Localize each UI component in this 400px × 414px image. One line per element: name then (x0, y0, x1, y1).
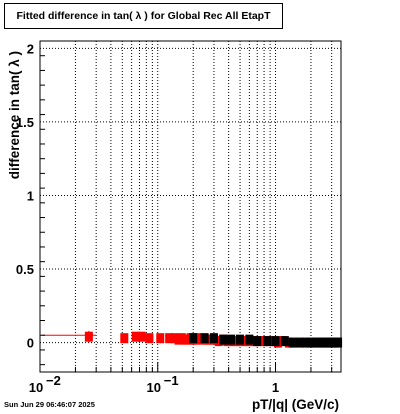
grid (39, 41, 341, 372)
data-point (194, 333, 203, 344)
data-point (263, 336, 272, 347)
data-point (145, 333, 154, 344)
data-point (200, 333, 209, 344)
data-point (236, 334, 245, 345)
chart-title: Fitted difference in tan( λ ) for Global… (4, 3, 283, 29)
data-point (245, 334, 254, 345)
data-point (311, 337, 320, 348)
data-point (316, 337, 325, 348)
data-point (131, 331, 140, 342)
timestamp: Sun Jun 29 06:46:07 2025 (4, 400, 95, 409)
x-tick-exponent: −1 (164, 373, 179, 388)
data-layer (42, 330, 343, 348)
data-point (271, 336, 280, 347)
data-point (280, 336, 289, 347)
data-point (219, 334, 228, 345)
y-tick-label: 1 (27, 188, 34, 203)
data-point (209, 333, 218, 344)
data-point (156, 333, 165, 344)
data-point (137, 331, 146, 342)
data-point (295, 337, 304, 348)
y-tick-label: 0.5 (16, 262, 34, 277)
x-tick-label: 10 (147, 380, 161, 395)
x-tick-label: 10 (29, 380, 43, 395)
data-point (84, 331, 93, 342)
data-point (227, 334, 236, 345)
data-point (214, 336, 223, 347)
data-point (165, 333, 174, 344)
data-point (288, 337, 297, 348)
x-tick-label: 1 (272, 380, 279, 395)
data-point (240, 336, 249, 347)
data-point (253, 336, 262, 347)
data-point (306, 337, 315, 348)
y-tick-label: 2 (27, 41, 34, 56)
data-point (334, 337, 343, 348)
plot-frame (39, 40, 342, 373)
y-tick-label: 0 (27, 336, 34, 351)
x-axis-title: pT/|q| (GeV/c) (252, 397, 339, 412)
data-point (231, 336, 240, 347)
y-axis-title: difference in tan( λ ) (7, 51, 22, 179)
data-point (189, 333, 198, 344)
y-tick-label: 1.5 (16, 115, 34, 130)
data-point (301, 337, 310, 348)
x-tick-exponent: −2 (46, 373, 61, 388)
data-point (120, 333, 129, 344)
